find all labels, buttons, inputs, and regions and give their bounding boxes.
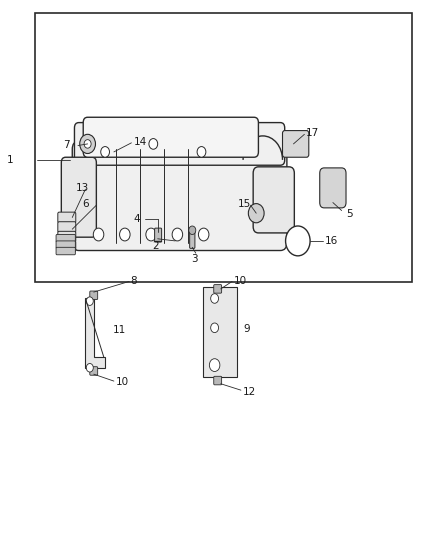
Circle shape: [197, 147, 206, 157]
Circle shape: [198, 228, 209, 241]
Circle shape: [93, 228, 104, 241]
FancyBboxPatch shape: [35, 13, 412, 282]
Text: 10: 10: [233, 277, 247, 286]
FancyBboxPatch shape: [61, 157, 96, 237]
FancyBboxPatch shape: [56, 247, 75, 255]
Circle shape: [211, 294, 219, 303]
Circle shape: [209, 359, 220, 372]
Text: 15: 15: [238, 199, 251, 209]
FancyBboxPatch shape: [214, 376, 222, 385]
Circle shape: [101, 147, 110, 157]
Text: 9: 9: [243, 325, 250, 334]
Circle shape: [286, 226, 310, 256]
FancyBboxPatch shape: [58, 241, 76, 252]
FancyBboxPatch shape: [155, 228, 162, 242]
Polygon shape: [85, 298, 105, 368]
Text: 12: 12: [243, 387, 256, 397]
Text: 10: 10: [116, 377, 129, 387]
Circle shape: [189, 226, 196, 235]
FancyBboxPatch shape: [72, 141, 287, 251]
Circle shape: [146, 228, 156, 241]
Circle shape: [80, 134, 95, 154]
FancyBboxPatch shape: [74, 123, 285, 165]
Text: 8: 8: [131, 277, 137, 286]
FancyBboxPatch shape: [320, 168, 346, 208]
Circle shape: [120, 228, 130, 241]
Text: 3: 3: [191, 254, 198, 263]
Text: 16: 16: [325, 237, 338, 246]
FancyBboxPatch shape: [190, 231, 195, 248]
Circle shape: [84, 140, 91, 148]
Circle shape: [86, 364, 93, 372]
FancyBboxPatch shape: [90, 291, 98, 300]
Circle shape: [172, 228, 183, 241]
Text: 6: 6: [82, 199, 89, 208]
Text: 17: 17: [306, 128, 319, 138]
FancyBboxPatch shape: [214, 285, 222, 293]
FancyBboxPatch shape: [58, 212, 76, 223]
FancyBboxPatch shape: [56, 235, 75, 242]
Circle shape: [86, 297, 93, 305]
FancyBboxPatch shape: [203, 287, 237, 377]
Circle shape: [211, 323, 219, 333]
FancyBboxPatch shape: [83, 117, 258, 157]
FancyBboxPatch shape: [56, 241, 75, 248]
Text: 11: 11: [113, 326, 126, 335]
FancyBboxPatch shape: [58, 222, 76, 232]
FancyBboxPatch shape: [90, 367, 98, 375]
Text: 14: 14: [134, 138, 147, 147]
Circle shape: [248, 204, 264, 223]
Circle shape: [149, 139, 158, 149]
FancyBboxPatch shape: [58, 231, 76, 242]
FancyBboxPatch shape: [253, 167, 294, 233]
Text: 5: 5: [346, 209, 353, 219]
Text: 1: 1: [6, 155, 13, 165]
Text: 2: 2: [152, 241, 159, 251]
Text: 4: 4: [134, 214, 140, 223]
Text: 13: 13: [76, 183, 89, 192]
Text: 7: 7: [63, 140, 70, 150]
FancyBboxPatch shape: [283, 131, 309, 157]
